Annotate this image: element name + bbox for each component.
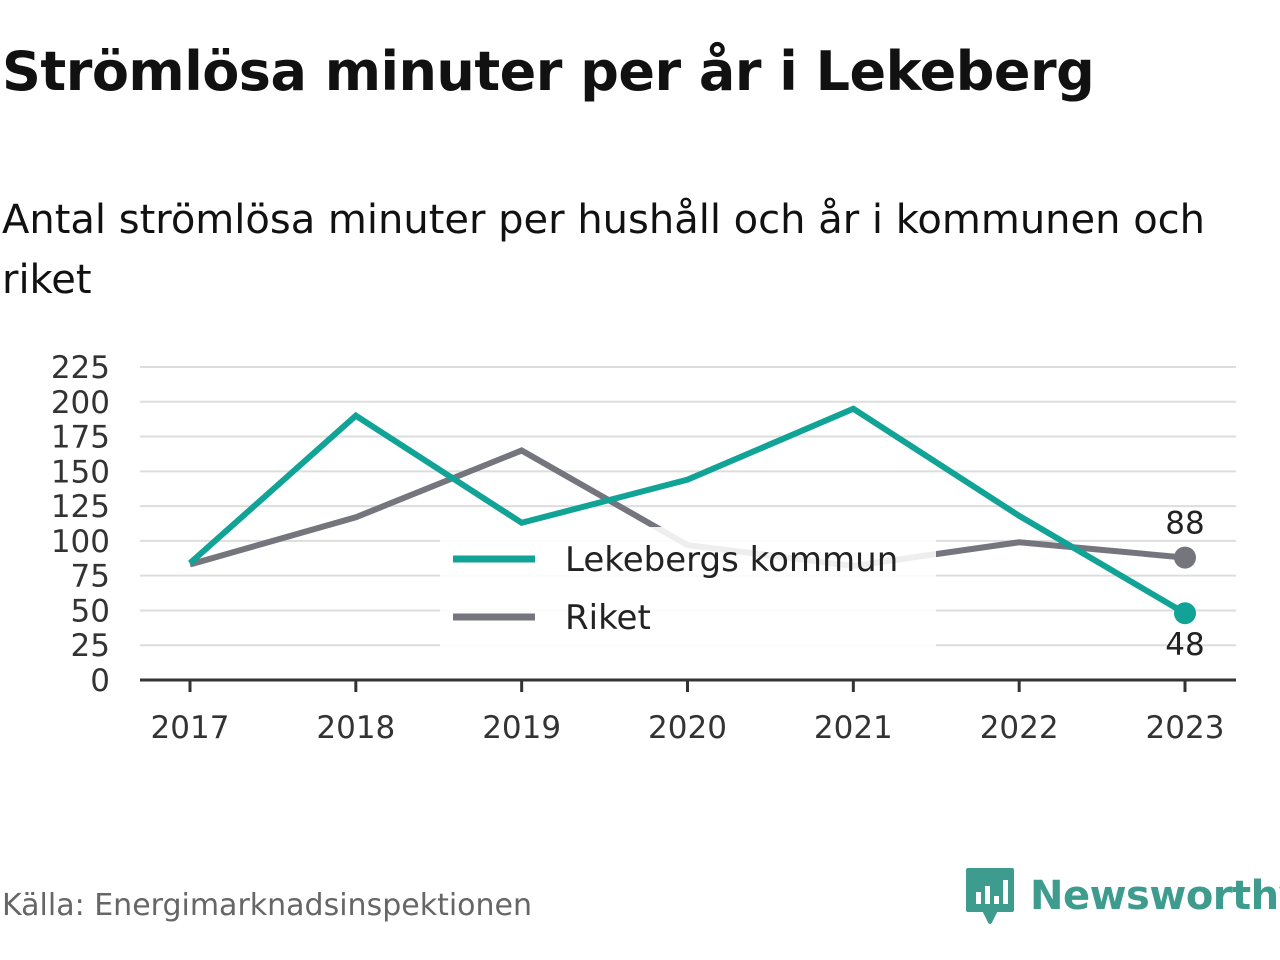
x-tick-label: 2023	[1146, 710, 1225, 746]
value-label: 48	[1165, 627, 1204, 663]
chart-subtitle: Antal strömlösa minuter per hushåll och …	[2, 197, 1206, 303]
y-tick-label: 175	[51, 420, 110, 456]
series-end-point	[1174, 602, 1196, 625]
x-tick-label: 2017	[151, 710, 230, 746]
chart-title: Strömlösa minuter per år i Lekeberg	[2, 40, 1095, 103]
y-tick-label: 0	[90, 663, 110, 699]
end-value-labels: 88 48	[1165, 506, 1204, 664]
x-axis-ticks: 2017 2018 2019 2020 2021 2022 2023	[151, 680, 1225, 746]
value-label: 88	[1165, 506, 1204, 542]
y-tick-label: 225	[51, 350, 110, 386]
y-tick-label: 125	[51, 489, 110, 525]
brand-name: Newsworthy	[1030, 873, 1280, 919]
y-tick-label: 75	[71, 559, 110, 595]
legend-label: Lekebergs kommun	[565, 540, 898, 580]
y-tick-label: 200	[51, 385, 110, 421]
y-tick-label: 50	[71, 593, 110, 629]
x-tick-label: 2021	[814, 710, 893, 746]
source-note: Källa: Energimarknadsinspektionen	[2, 888, 533, 923]
x-tick-label: 2022	[980, 710, 1059, 746]
x-tick-label: 2020	[648, 710, 727, 746]
legend-background	[440, 527, 936, 647]
x-tick-label: 2018	[316, 710, 395, 746]
brand-logo: Newsworthy	[964, 864, 1280, 928]
y-tick-label: 25	[71, 628, 110, 664]
y-tick-label: 150	[51, 454, 110, 490]
legend: Lekebergs kommun Riket	[440, 527, 936, 647]
legend-label: Riket	[565, 598, 651, 638]
series-end-point	[1174, 546, 1196, 569]
x-tick-label: 2019	[482, 710, 561, 746]
y-tick-label: 100	[51, 524, 110, 560]
newsworthy-logo-icon	[966, 868, 1014, 924]
series-line	[188, 405, 1187, 616]
